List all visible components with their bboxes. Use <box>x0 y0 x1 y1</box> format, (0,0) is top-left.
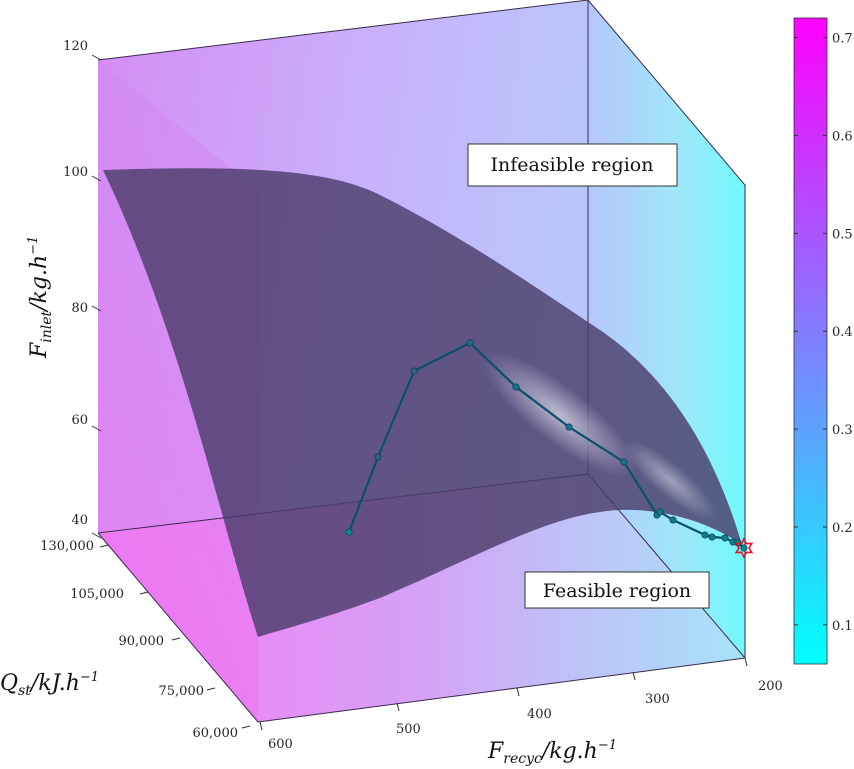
x-tick-label: 300 <box>645 692 670 707</box>
x-axis-ticks: 200 300 400 500 600 <box>259 657 783 752</box>
z-tick-label: 40 <box>71 513 88 528</box>
optimization-path <box>345 339 754 559</box>
y-tick-label: 60,000 <box>193 726 239 741</box>
colorbar-tick-label: 0.2 <box>832 521 853 536</box>
path-point <box>721 534 729 542</box>
path-point <box>701 531 709 539</box>
path-point <box>565 423 573 431</box>
feasible-annotation: Feasible region <box>524 571 710 609</box>
colorbar: 0.1 0.2 0.3 0.4 0.5 0.6 0.7 <box>793 17 853 665</box>
path-point <box>708 533 716 541</box>
path-point <box>410 367 418 375</box>
colorbar-tick-label: 0.4 <box>832 325 853 340</box>
z-axis-label: Finlet/kg.h−1 <box>26 236 55 359</box>
colorbar-tick-label: 0.6 <box>832 129 853 144</box>
y-axis-ticks: 130,000 105,000 90,000 75,000 60,000 <box>40 539 251 741</box>
feasible-label: Feasible region <box>543 580 691 602</box>
colorbar-gradient <box>793 17 828 665</box>
y-tick-label: 130,000 <box>40 539 94 554</box>
path-point <box>656 508 664 516</box>
path-point <box>345 528 353 536</box>
path-point <box>374 453 382 461</box>
x-axis-label: Frecyc/kg.h−1 <box>487 738 617 767</box>
colorbar-tick-label: 0.5 <box>832 227 853 242</box>
z-tick-label: 60 <box>71 413 88 428</box>
path-point <box>512 383 520 391</box>
z-tick-label: 120 <box>63 39 88 54</box>
path-point <box>740 544 748 552</box>
colorbar-tick-label: 0.1 <box>832 619 853 634</box>
z-tick-label: 100 <box>63 165 88 180</box>
y-tick-label: 75,000 <box>159 684 205 699</box>
z-axis-ticks: 40 60 80 100 120 <box>63 39 102 539</box>
y-tick-label: 90,000 <box>119 634 165 649</box>
x-tick-label: 200 <box>758 679 783 694</box>
path-point <box>466 339 474 347</box>
optimum-marker <box>734 537 754 559</box>
x-tick-label: 600 <box>268 737 293 752</box>
z-tick-label: 80 <box>71 301 88 316</box>
surface-highlight <box>622 439 718 521</box>
colorbar-tick-label: 0.7 <box>832 32 853 47</box>
x-tick-label: 400 <box>527 707 552 722</box>
surface-patch <box>103 168 742 637</box>
infeasible-label: Infeasible region <box>491 154 654 176</box>
path-point <box>620 458 628 466</box>
path-point <box>669 516 677 524</box>
y-axis-label: Qst/kJ.h−1 <box>0 670 99 699</box>
colorbar-tick-label: 0.3 <box>832 423 853 438</box>
x-tick-label: 500 <box>396 722 421 737</box>
y-tick-label: 105,000 <box>70 587 124 602</box>
infeasible-annotation: Infeasible region <box>467 143 678 187</box>
